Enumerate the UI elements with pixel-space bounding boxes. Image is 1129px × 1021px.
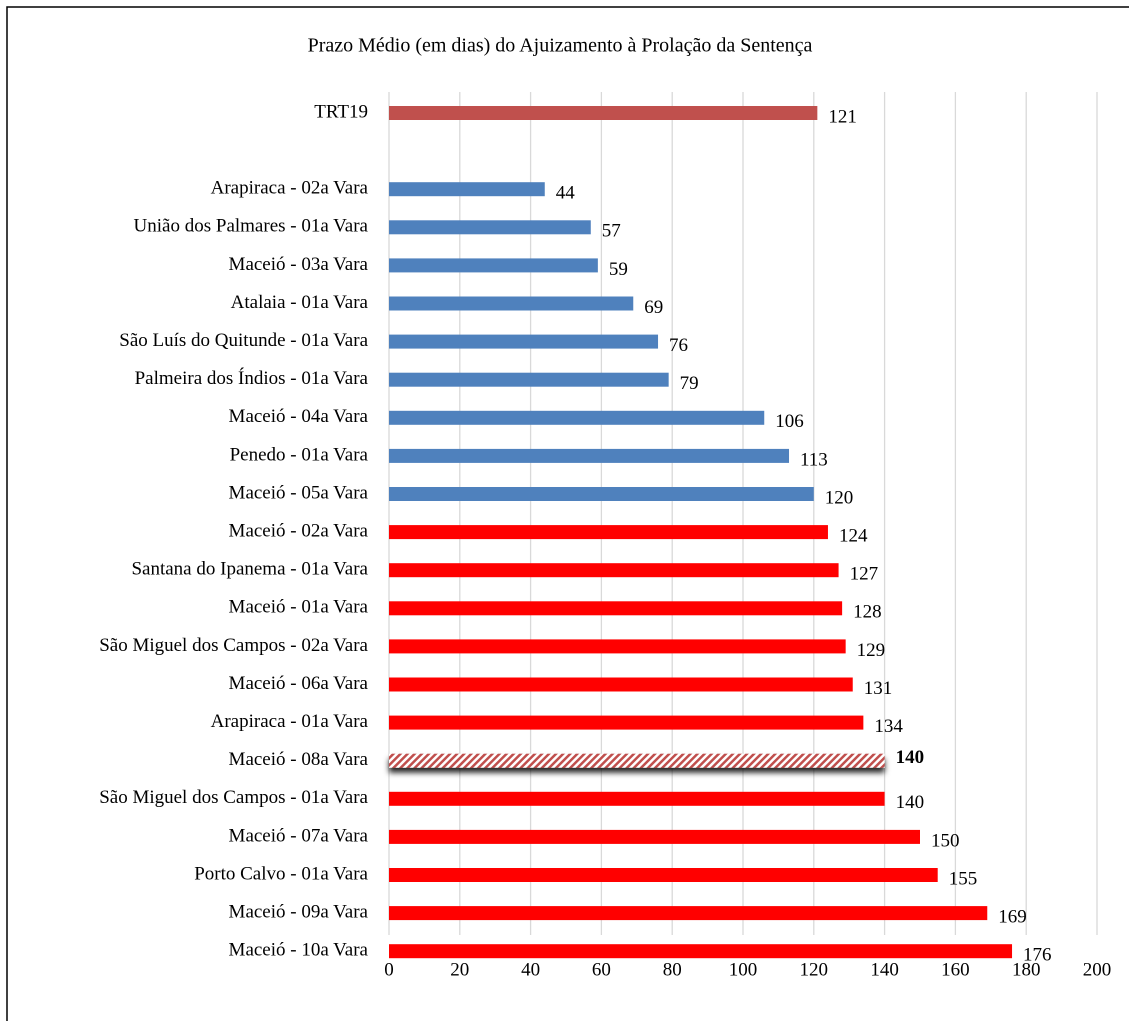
data-label: 59: [609, 259, 628, 280]
x-tick-label: 80: [663, 959, 682, 980]
chart-title: Prazo Médio (em dias) do Ajuizamento à P…: [308, 35, 813, 57]
data-label: 76: [669, 335, 688, 356]
y-tick-label: TRT19: [314, 101, 368, 122]
bar: [389, 639, 846, 654]
data-label: 140: [896, 747, 925, 768]
bar: [389, 829, 920, 844]
data-label: 129: [857, 640, 886, 661]
y-tick-label: Maceió - 10a Vara: [229, 940, 369, 961]
bar: [389, 601, 843, 616]
y-tick-label: Penedo - 01a Vara: [230, 444, 369, 465]
bar: [389, 220, 591, 235]
x-tick-label: 200: [1083, 959, 1112, 980]
bar: [389, 525, 828, 540]
bar: [389, 487, 814, 501]
x-tick-label: 160: [941, 959, 970, 980]
x-tick-label: 60: [592, 959, 611, 980]
y-tick-label: Palmeira dos Índios - 01a Vara: [135, 367, 369, 389]
bar: [389, 372, 669, 387]
y-tick-label: Santana do Ipanema - 01a Vara: [131, 559, 368, 580]
chart-border: [6, 6, 1129, 1021]
y-tick-label: Maceió - 07a Vara: [229, 825, 369, 846]
y-tick-label: Arapiraca - 01a Vara: [211, 711, 369, 732]
data-label: 121: [828, 106, 857, 127]
bar: [389, 410, 765, 425]
data-label: 176: [1023, 945, 1052, 966]
y-tick-label: Maceió - 05a Vara: [229, 482, 369, 503]
y-tick-label: São Luís do Quitunde - 01a Vara: [119, 330, 368, 351]
data-label: 124: [839, 525, 868, 546]
data-label: 131: [864, 678, 893, 699]
bar: [389, 448, 790, 463]
data-label: 113: [800, 449, 828, 470]
bar: [389, 182, 545, 197]
bar: [389, 258, 598, 273]
y-tick-label: Maceió - 02a Vara: [229, 520, 369, 541]
bar: [389, 791, 885, 806]
x-tick-label: 120: [800, 959, 829, 980]
data-label: 120: [825, 487, 854, 508]
bar: [389, 106, 818, 120]
data-label: 106: [775, 411, 804, 432]
data-label: 140: [896, 792, 925, 813]
bar: [389, 715, 864, 730]
bar: [389, 334, 659, 349]
data-label: 79: [680, 373, 699, 394]
bar: [389, 753, 885, 768]
data-label: 155: [949, 868, 978, 889]
x-tick-label: 40: [521, 959, 540, 980]
y-tick-label: Arapiraca - 02a Vara: [211, 178, 369, 199]
data-label: 150: [931, 830, 960, 851]
y-tick-label: Maceió - 09a Vara: [229, 901, 369, 922]
data-label: 169: [998, 906, 1027, 927]
y-tick-label: Maceió - 03a Vara: [229, 254, 369, 275]
bar: [389, 563, 839, 578]
x-tick-label: 0: [384, 959, 394, 980]
y-tick-label: Porto Calvo - 01a Vara: [194, 863, 368, 884]
data-label: 69: [644, 297, 663, 318]
bar: [389, 868, 938, 882]
bar: [389, 296, 634, 311]
y-tick-label: Maceió - 08a Vara: [229, 749, 369, 770]
bar: [389, 677, 853, 692]
y-tick-label: Maceió - 04a Vara: [229, 406, 369, 427]
data-label: 44: [556, 183, 576, 204]
y-tick-label: São Miguel dos Campos - 01a Vara: [99, 787, 368, 808]
y-tick-label: Maceió - 01a Vara: [229, 597, 369, 618]
x-tick-label: 180: [1012, 959, 1041, 980]
y-tick-label: Maceió - 06a Vara: [229, 673, 369, 694]
y-tick-label: União dos Palmares - 01a Vara: [134, 216, 369, 237]
bar: [389, 906, 988, 921]
x-tick-label: 140: [870, 959, 899, 980]
bar: [389, 944, 1013, 959]
data-label: 134: [874, 716, 903, 737]
y-tick-label: São Miguel dos Campos - 02a Vara: [99, 635, 368, 656]
data-label: 128: [853, 602, 882, 623]
data-label: 57: [602, 221, 621, 242]
x-tick-label: 100: [729, 959, 758, 980]
data-label: 127: [850, 564, 879, 585]
y-tick-label: Atalaia - 01a Vara: [231, 292, 369, 313]
x-tick-label: 20: [450, 959, 469, 980]
